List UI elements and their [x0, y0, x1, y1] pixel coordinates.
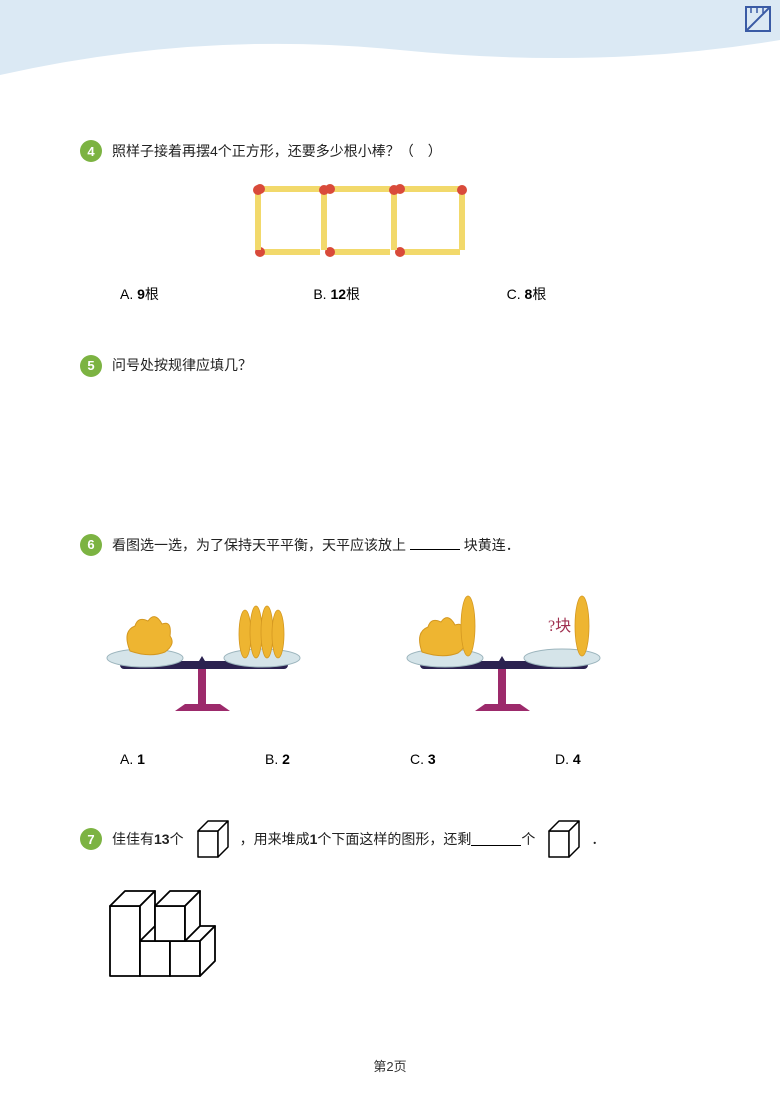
scales-figure: ?块 — [90, 576, 700, 726]
scale-right: ?块 — [390, 576, 630, 726]
question-text-4: 照样子接着再摆4个正方形，还要多少根小棒？（ ） — [112, 140, 442, 162]
option-4a[interactable]: A. 9根 — [120, 284, 313, 304]
option-4b[interactable]: B. 12根 — [313, 284, 506, 304]
cube-icon — [541, 817, 585, 861]
option-4c[interactable]: C. 8根 — [507, 284, 700, 304]
question-7: 7 佳佳有13个 ，用来堆成1个下面这样的图形，还剩 个 — [80, 817, 700, 986]
cube-icon — [190, 817, 234, 861]
option-6a[interactable]: A. 1 — [120, 751, 265, 767]
option-6d[interactable]: D. 4 — [555, 751, 700, 767]
content-area: 4 照样子接着再摆4个正方形，还要多少根小棒？（ ） A. 9根 B. 12根 … — [80, 140, 700, 1036]
question-4: 4 照样子接着再摆4个正方形，还要多少根小棒？（ ） A. 9根 B. 12根 … — [80, 140, 700, 304]
question-badge-5: 5 — [80, 355, 102, 377]
question-badge-6: 6 — [80, 534, 102, 556]
question-badge-4: 4 — [80, 140, 102, 162]
option-6b[interactable]: B. 2 — [265, 751, 410, 767]
question-text-6: 看图选一选，为了保持天平平衡，天平应该放上 块黄连． — [112, 534, 520, 556]
question-mark-label: ?块 — [548, 617, 571, 635]
diamond-figure — [120, 389, 700, 484]
matchstick-figure — [120, 174, 700, 269]
question-badge-7: 7 — [80, 828, 102, 850]
options-6: A. 1 B. 2 C. 3 D. 4 — [120, 751, 700, 767]
cube-stack-figure — [100, 876, 230, 986]
question-5: 5 问号处按规律应填几？ — [80, 354, 700, 483]
scale-left — [90, 576, 330, 726]
options-4: A. 9根 B. 12根 C. 8根 — [120, 284, 700, 304]
page-number: 第2页 — [0, 1056, 780, 1075]
option-6c[interactable]: C. 3 — [410, 751, 555, 767]
question-text-7: 佳佳有13个 ，用来堆成1个下面这样的图形，还剩 个 — [112, 817, 605, 861]
top-banner — [0, 0, 780, 90]
question-6: 6 看图选一选，为了保持天平平衡，天平应该放上 块黄连． — [80, 534, 700, 767]
question-text-5: 问号处按规律应填几？ — [112, 354, 252, 376]
ruler-icon — [744, 5, 772, 33]
